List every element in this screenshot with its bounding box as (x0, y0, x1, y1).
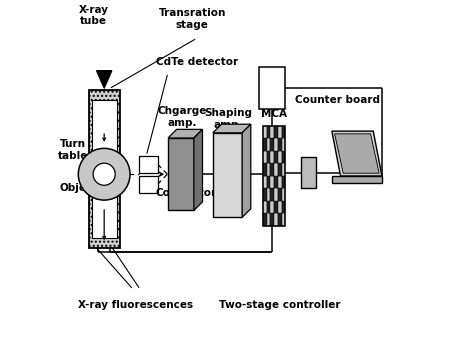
FancyBboxPatch shape (270, 164, 274, 176)
Polygon shape (168, 129, 202, 138)
Text: PC: PC (344, 150, 362, 164)
FancyBboxPatch shape (263, 201, 266, 214)
FancyBboxPatch shape (270, 201, 274, 214)
FancyBboxPatch shape (274, 138, 278, 151)
Polygon shape (332, 131, 382, 176)
Text: Turn
table: Turn table (58, 139, 88, 161)
FancyBboxPatch shape (282, 188, 285, 201)
Text: X-ray
tube: X-ray tube (79, 5, 109, 26)
FancyBboxPatch shape (266, 188, 270, 201)
FancyBboxPatch shape (263, 176, 266, 188)
Circle shape (78, 148, 130, 200)
FancyBboxPatch shape (89, 90, 120, 248)
FancyBboxPatch shape (213, 133, 242, 217)
FancyBboxPatch shape (274, 201, 278, 214)
Text: Counter board: Counter board (294, 95, 380, 105)
FancyBboxPatch shape (263, 126, 266, 138)
FancyBboxPatch shape (270, 188, 274, 201)
FancyBboxPatch shape (270, 176, 274, 188)
Text: X-ray fluorescences: X-ray fluorescences (78, 300, 193, 310)
FancyBboxPatch shape (270, 151, 274, 164)
FancyBboxPatch shape (259, 67, 285, 109)
FancyBboxPatch shape (266, 151, 270, 164)
FancyBboxPatch shape (168, 138, 194, 210)
FancyBboxPatch shape (266, 214, 270, 226)
FancyBboxPatch shape (263, 214, 266, 226)
FancyBboxPatch shape (278, 151, 282, 164)
FancyBboxPatch shape (278, 138, 282, 151)
Text: Two-stage controller: Two-stage controller (219, 300, 341, 310)
FancyBboxPatch shape (263, 188, 266, 201)
FancyBboxPatch shape (282, 151, 285, 164)
FancyBboxPatch shape (263, 164, 266, 176)
Text: CdTe detector: CdTe detector (156, 57, 238, 67)
FancyBboxPatch shape (301, 157, 316, 188)
Text: Transration
stage: Transration stage (158, 8, 226, 30)
FancyBboxPatch shape (266, 164, 270, 176)
FancyBboxPatch shape (282, 214, 285, 226)
Polygon shape (213, 124, 251, 133)
Text: Shaping
amp.: Shaping amp. (204, 108, 252, 130)
FancyBboxPatch shape (274, 176, 278, 188)
FancyBboxPatch shape (270, 214, 274, 226)
FancyBboxPatch shape (278, 214, 282, 226)
FancyBboxPatch shape (282, 138, 285, 151)
Polygon shape (242, 124, 251, 217)
FancyBboxPatch shape (270, 126, 274, 138)
Polygon shape (335, 134, 379, 173)
Text: MCA: MCA (261, 109, 287, 119)
FancyBboxPatch shape (266, 126, 270, 138)
FancyBboxPatch shape (282, 176, 285, 188)
FancyBboxPatch shape (274, 151, 278, 164)
FancyBboxPatch shape (274, 164, 278, 176)
FancyBboxPatch shape (139, 176, 158, 193)
Text: Object: Object (60, 183, 98, 193)
FancyBboxPatch shape (278, 188, 282, 201)
Circle shape (93, 163, 115, 185)
FancyBboxPatch shape (266, 201, 270, 214)
FancyBboxPatch shape (282, 126, 285, 138)
FancyBboxPatch shape (274, 126, 278, 138)
FancyBboxPatch shape (278, 201, 282, 214)
Text: Collimator: Collimator (156, 188, 217, 198)
FancyBboxPatch shape (278, 164, 282, 176)
Text: Chgarge
amp.: Chgarge amp. (157, 107, 207, 128)
FancyBboxPatch shape (278, 126, 282, 138)
FancyBboxPatch shape (139, 156, 158, 172)
FancyBboxPatch shape (266, 176, 270, 188)
FancyBboxPatch shape (263, 151, 266, 164)
FancyBboxPatch shape (266, 138, 270, 151)
FancyBboxPatch shape (270, 138, 274, 151)
FancyBboxPatch shape (282, 201, 285, 214)
FancyBboxPatch shape (263, 138, 266, 151)
FancyBboxPatch shape (274, 214, 278, 226)
FancyBboxPatch shape (282, 164, 285, 176)
Polygon shape (332, 176, 382, 183)
Polygon shape (97, 71, 112, 88)
FancyBboxPatch shape (92, 100, 117, 238)
Polygon shape (194, 129, 202, 210)
FancyBboxPatch shape (274, 188, 278, 201)
FancyBboxPatch shape (278, 176, 282, 188)
